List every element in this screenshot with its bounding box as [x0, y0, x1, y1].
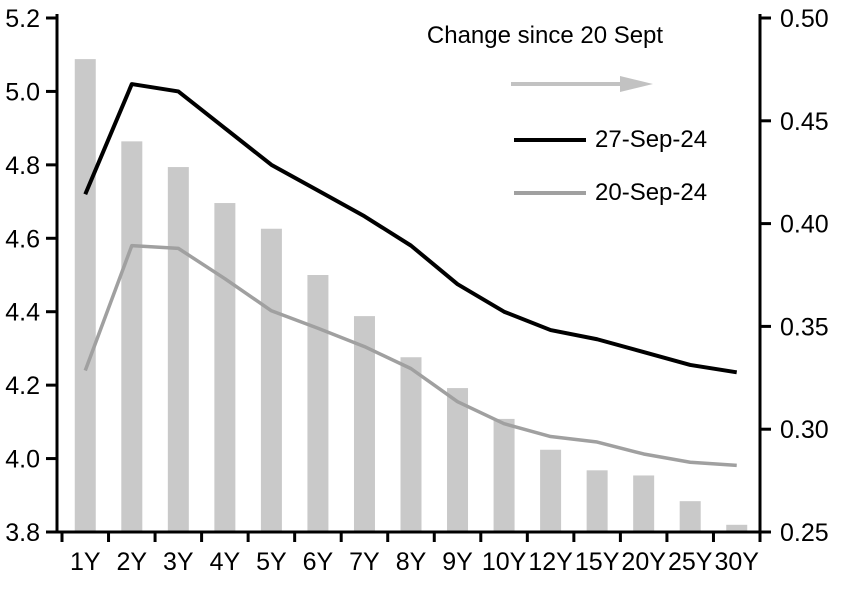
change-arrow-icon: [511, 76, 653, 92]
x-axis-label-12Y: 12Y: [528, 548, 573, 576]
bar-3Y: [167, 167, 189, 532]
left-axis-label-4.8: 4.8: [5, 152, 40, 180]
bar-12Y: [540, 449, 562, 532]
right-axis: 0.50 0.45 0.40 0.35 0.30 0.25: [760, 5, 829, 547]
left-axis-label-4.6: 4.6: [5, 225, 40, 253]
bar-1Y: [74, 59, 96, 533]
bar-10Y: [493, 418, 515, 532]
x-axis-label-7Y: 7Y: [349, 548, 380, 576]
bar-5Y: [260, 228, 282, 533]
line-sample-27-sep-icon: [514, 138, 586, 142]
bar-15Y: [586, 470, 608, 532]
legend-label-27-sep-24: 27-Sep-24: [595, 126, 708, 153]
line-sample-20-sep-icon: [514, 191, 586, 195]
bar-4Y: [214, 203, 236, 533]
right-axis-label-0.40: 0.40: [780, 211, 829, 239]
x-axis-label-15Y: 15Y: [575, 548, 620, 576]
x-axis-label-20Y: 20Y: [621, 548, 666, 576]
x-axis-label-30Y: 30Y: [714, 548, 759, 576]
left-axis-label-5.0: 5.0: [5, 78, 40, 106]
x-axis-label-6Y: 6Y: [303, 548, 334, 576]
x-axis-label-5Y: 5Y: [256, 548, 287, 576]
left-axis-label-4.2: 4.2: [5, 372, 40, 400]
right-axis-label-0.50: 0.50: [780, 5, 829, 33]
legend-label-20-sep-24: 20-Sep-24: [595, 179, 708, 206]
legend-item-27-sep-24: 27-Sep-24: [513, 126, 707, 154]
x-axis-label-3Y: 3Y: [163, 548, 194, 576]
left-axis: 5.2 5.0 4.8 4.6 4.4 4.2 4.0 3.8: [5, 5, 57, 547]
bar-6Y: [307, 275, 329, 532]
bar-25Y: [679, 501, 701, 532]
line-20-Sep-24: [83, 243, 737, 468]
legend-title-change-since-20-sept: Change since 20 Sept: [426, 22, 664, 49]
right-axis-label-0.30: 0.30: [780, 416, 829, 444]
left-axis-label-4.4: 4.4: [5, 299, 40, 327]
x-axis-label-25Y: 25Y: [668, 548, 713, 576]
x-axis-label-8Y: 8Y: [396, 548, 427, 576]
x-axis: 1Y 2Y 3Y 4Y 5Y 6Y 7Y 8Y 9Y 10Y 12Y 15Y 20Y 25Y 30Y: [60, 532, 762, 576]
right-axis-label-0.25: 0.25: [780, 519, 829, 547]
bar-8Y: [400, 357, 422, 532]
bars-change-series: [74, 59, 748, 533]
axes: [51, 14, 762, 534]
bar-30Y: [726, 524, 748, 532]
x-axis-label-2Y: 2Y: [117, 548, 148, 576]
left-axis-label-5.2: 5.2: [5, 5, 40, 33]
left-axis-label-3.8: 3.8: [5, 519, 40, 547]
bar-20Y: [633, 475, 655, 532]
bar-7Y: [353, 316, 375, 532]
line-27-Sep-24: [83, 82, 738, 375]
legend-item-20-sep-24: 20-Sep-24: [513, 179, 707, 207]
left-axis-label-4.0: 4.0: [5, 446, 40, 474]
bar-9Y: [447, 388, 469, 532]
x-axis-label-1Y: 1Y: [70, 548, 101, 576]
right-axis-label-0.35: 0.35: [780, 313, 829, 341]
right-axis-label-0.45: 0.45: [780, 108, 829, 136]
x-axis-label-10Y: 10Y: [482, 548, 527, 576]
x-axis-label-9Y: 9Y: [442, 548, 473, 576]
x-axis-label-4Y: 4Y: [210, 548, 241, 576]
bar-2Y: [121, 141, 143, 533]
arrow-head: [620, 76, 653, 92]
